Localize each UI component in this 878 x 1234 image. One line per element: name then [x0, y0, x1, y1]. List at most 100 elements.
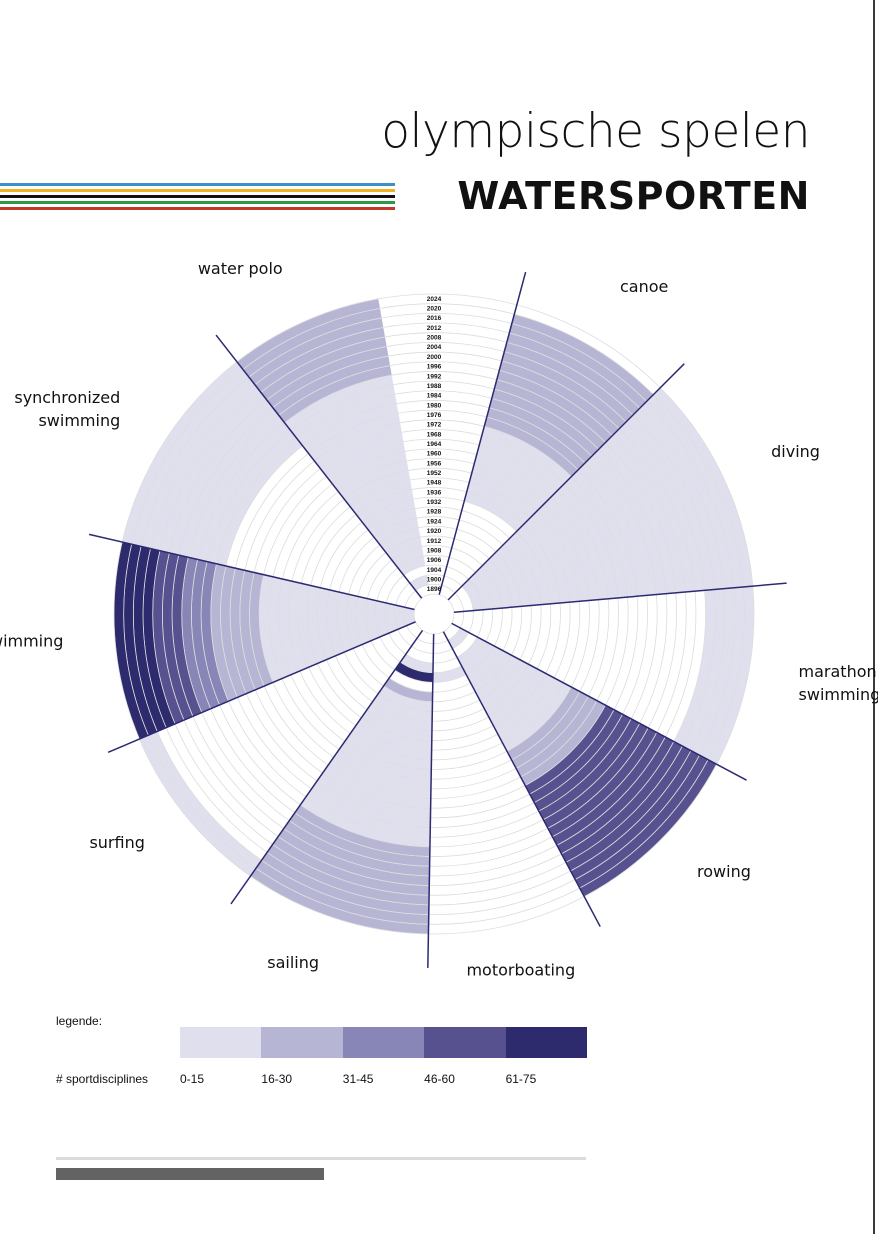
grid-ring [336, 516, 532, 712]
grid-ring [384, 564, 484, 664]
year-label: 1920 [427, 528, 442, 535]
stripe-blue [0, 183, 395, 186]
year-label: 1932 [427, 499, 442, 506]
sport-label-diving: diving [771, 442, 820, 461]
grid-ring [345, 525, 523, 703]
year-label: 1952 [427, 470, 442, 477]
grid-ring [229, 409, 639, 819]
sport-label-swimming: swimming [0, 631, 63, 650]
year-label: 2016 [427, 315, 442, 322]
sector-divider [442, 631, 601, 927]
year-label: 1948 [427, 480, 442, 487]
grid-ring [355, 535, 513, 693]
grid-ring [132, 312, 736, 916]
sector-divider [427, 633, 435, 968]
year-label: 1912 [427, 538, 442, 545]
sector-divider [230, 629, 424, 905]
grid-ring [268, 448, 600, 780]
sector-divider [438, 271, 527, 595]
grid-ring [161, 341, 707, 887]
footer-bar [56, 1168, 324, 1180]
page-subtitle: WATERSPORTEN [457, 174, 810, 218]
grid-ring [220, 400, 648, 828]
legend-label-61-75: 61-75 [505, 1072, 537, 1086]
sector-divider [447, 363, 685, 601]
grid-ring [374, 554, 494, 674]
grid-ring [316, 496, 552, 732]
grid-ring [210, 390, 658, 838]
year-label: 2024 [427, 296, 442, 303]
year-label: 1956 [427, 460, 442, 467]
sport-label-water-polo: water polo [198, 259, 283, 278]
year-label: 1976 [427, 412, 442, 419]
year-label: 1908 [427, 547, 442, 554]
grid-ring [113, 293, 755, 935]
legend-label-46-60: 46-60 [424, 1072, 455, 1086]
sport-labels: canoe diving marathon swimming rowing motorbo… [0, 259, 878, 980]
year-label: 1988 [427, 383, 442, 390]
year-label: 2000 [427, 354, 442, 361]
grid-ring [297, 477, 571, 751]
grid-ring [413, 593, 455, 635]
sector-divider [215, 334, 423, 599]
sport-label-sailing: sailing [267, 953, 319, 972]
sector-divider [453, 582, 787, 614]
year-label: 2008 [427, 335, 442, 342]
legend-swatches [180, 1027, 587, 1058]
legend-swatch-0-15 [180, 1027, 262, 1058]
sport-label-rowing: rowing [697, 862, 751, 881]
year-label: 1968 [427, 431, 442, 438]
year-labels: 1896 1900 1904 1906 1908 1912 1920 1924 1928 1932… [427, 296, 442, 593]
sport-label-canoe: canoe [620, 277, 668, 296]
grid-ring [258, 438, 610, 790]
year-label: 2012 [427, 325, 442, 332]
year-label: 1900 [427, 576, 442, 583]
legend-labels: 0-15 16-30 31-45 46-60 61-75 [180, 1072, 587, 1086]
legend-label-31-45: 31-45 [342, 1072, 374, 1086]
year-label: 1980 [427, 402, 442, 409]
year-label: 2020 [427, 306, 442, 313]
grid-ring [307, 487, 561, 741]
legend-label-0-15: 0-15 [180, 1072, 205, 1086]
sport-label-marathon-swimming: marathon swimming [799, 662, 878, 704]
grid-ring [326, 506, 542, 722]
year-label: 1960 [427, 451, 442, 458]
stripe-green [0, 201, 395, 204]
grid-ring [171, 351, 697, 877]
legend-label-16-30: 16-30 [261, 1072, 293, 1086]
year-label: 2004 [427, 344, 442, 351]
page-title: olympische spelen [381, 104, 810, 159]
year-label: 1896 [427, 586, 442, 593]
sector-divider [451, 622, 747, 781]
year-label: 1996 [427, 364, 442, 371]
year-label: 1972 [427, 422, 442, 429]
grid-ring [287, 467, 581, 761]
sport-label-surfing: surfing [89, 833, 144, 852]
sector-dividers [88, 271, 787, 968]
legend-swatch-61-75 [505, 1027, 587, 1058]
sport-label-motorboating: motorboating [466, 961, 575, 980]
grid-ring [249, 429, 619, 799]
footer-line [56, 1157, 586, 1160]
year-label: 1924 [427, 518, 442, 525]
sector-divider [107, 621, 416, 754]
year-label: 1904 [427, 567, 442, 574]
legend-swatch-46-60 [424, 1027, 506, 1058]
grid-ring [181, 361, 687, 867]
year-label: 1964 [427, 441, 442, 448]
year-label: 1928 [427, 509, 442, 516]
legend-title: legende: [56, 1014, 103, 1028]
grid-ring [365, 545, 503, 683]
year-label: 1984 [427, 393, 442, 400]
year-label: 1906 [427, 557, 442, 564]
page-edge [873, 0, 875, 1234]
sector-divider [88, 533, 415, 611]
grid-ring [191, 371, 677, 857]
chart-grid [113, 293, 755, 935]
year-label: 1992 [427, 373, 442, 380]
stripe-black [0, 195, 395, 198]
grid-ring [200, 380, 668, 848]
grid-ring [278, 458, 590, 770]
year-label: 1936 [427, 489, 442, 496]
